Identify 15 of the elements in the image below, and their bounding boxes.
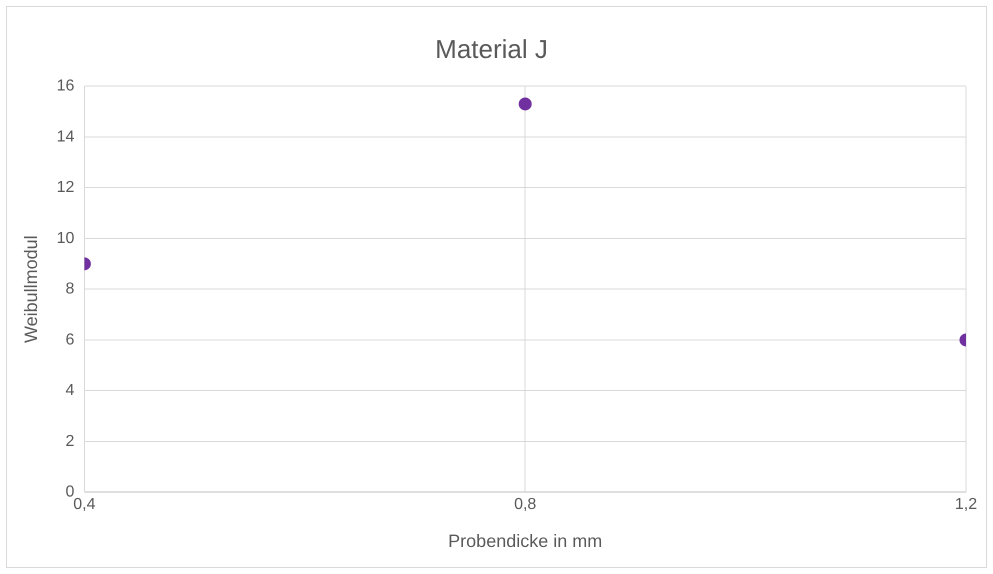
y-tick-label: 16 bbox=[56, 78, 74, 95]
x-axis-title: Probendicke in mm bbox=[448, 531, 602, 552]
chart-title: Material J bbox=[435, 34, 548, 64]
y-tick-label: 14 bbox=[56, 128, 74, 146]
y-tick-label: 10 bbox=[56, 230, 74, 247]
x-tick-label: 0,4 bbox=[73, 496, 96, 514]
x-tick-label: 0,8 bbox=[514, 496, 536, 514]
y-tick-label: 0 bbox=[65, 484, 74, 501]
x-tick-label: 1,2 bbox=[954, 496, 978, 514]
y-axis-title: Weibullmodul bbox=[20, 235, 41, 344]
y-tick-label: 4 bbox=[65, 382, 74, 400]
y-tick-label: 2 bbox=[65, 432, 74, 450]
y-tick-label: 8 bbox=[65, 280, 74, 298]
y-tick-label: 6 bbox=[65, 331, 74, 348]
y-tick-label: 12 bbox=[56, 179, 74, 196]
